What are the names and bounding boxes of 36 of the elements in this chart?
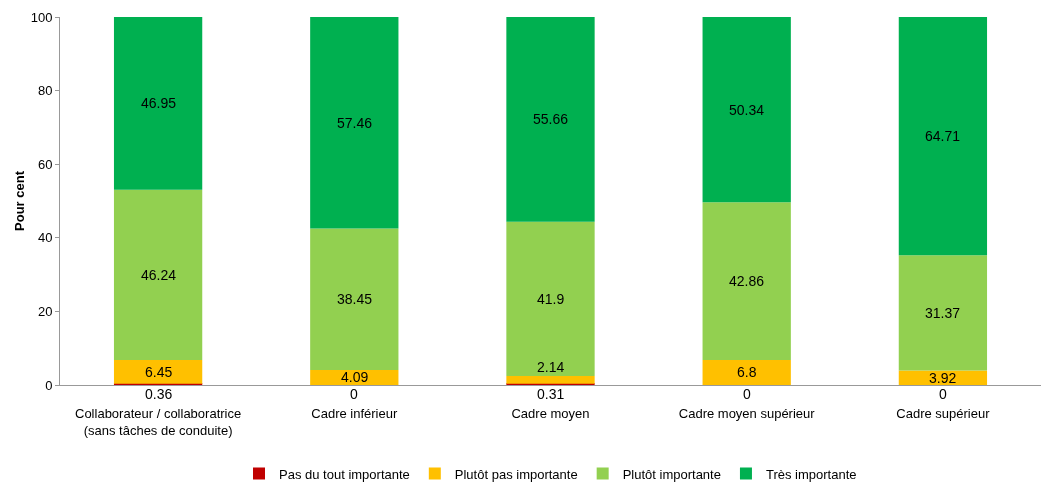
y-tick-label: 80 <box>37 83 53 99</box>
data-label: 0 <box>939 386 947 402</box>
data-label: 42.86 <box>729 273 765 289</box>
y-axis-title: Pour cent <box>12 170 27 231</box>
x-tick-label: Cadre inférieur <box>311 405 398 421</box>
data-label: 64.71 <box>925 128 961 144</box>
data-label: 0 <box>743 386 751 402</box>
data-label: 46.95 <box>141 95 177 111</box>
x-tick-label: Collaborateur / collaboratrice (sans tâches de conduite) <box>75 405 242 438</box>
x-tick-label: Cadre moyen supérieur <box>678 405 816 421</box>
data-label: 0.36 <box>145 386 173 402</box>
data-label: 4.09 <box>341 369 369 385</box>
data-label: 0 <box>350 386 358 402</box>
y-tick-label: 100 <box>30 9 53 25</box>
legend-label: Très importante <box>765 466 857 482</box>
data-label: 55.66 <box>533 111 569 127</box>
x-tick-label: Cadre supérieur <box>896 405 991 421</box>
legend-label: Pas du tout importante <box>279 466 410 482</box>
x-tick-label: Cadre moyen <box>511 405 590 421</box>
data-label: 57.46 <box>337 115 373 131</box>
data-label: 2.14 <box>537 359 565 375</box>
y-tick-label: 0 <box>45 377 53 393</box>
legend-label: Plutôt importante <box>622 466 721 482</box>
data-label: 41.9 <box>537 291 565 307</box>
data-label: 46.24 <box>141 267 177 283</box>
y-tick-label: 20 <box>37 303 53 319</box>
data-label: 50.34 <box>729 102 765 118</box>
y-tick-label: 60 <box>37 156 53 172</box>
data-label: 0.31 <box>537 386 565 402</box>
data-label: 6.45 <box>145 364 173 380</box>
data-label: 38.45 <box>337 291 373 307</box>
data-label: 31.37 <box>925 305 961 321</box>
data-label: 6.8 <box>737 364 757 380</box>
y-tick-label: 40 <box>37 230 53 246</box>
legend-label: Plutôt pas importante <box>454 466 578 482</box>
data-label: 3.92 <box>929 370 957 386</box>
